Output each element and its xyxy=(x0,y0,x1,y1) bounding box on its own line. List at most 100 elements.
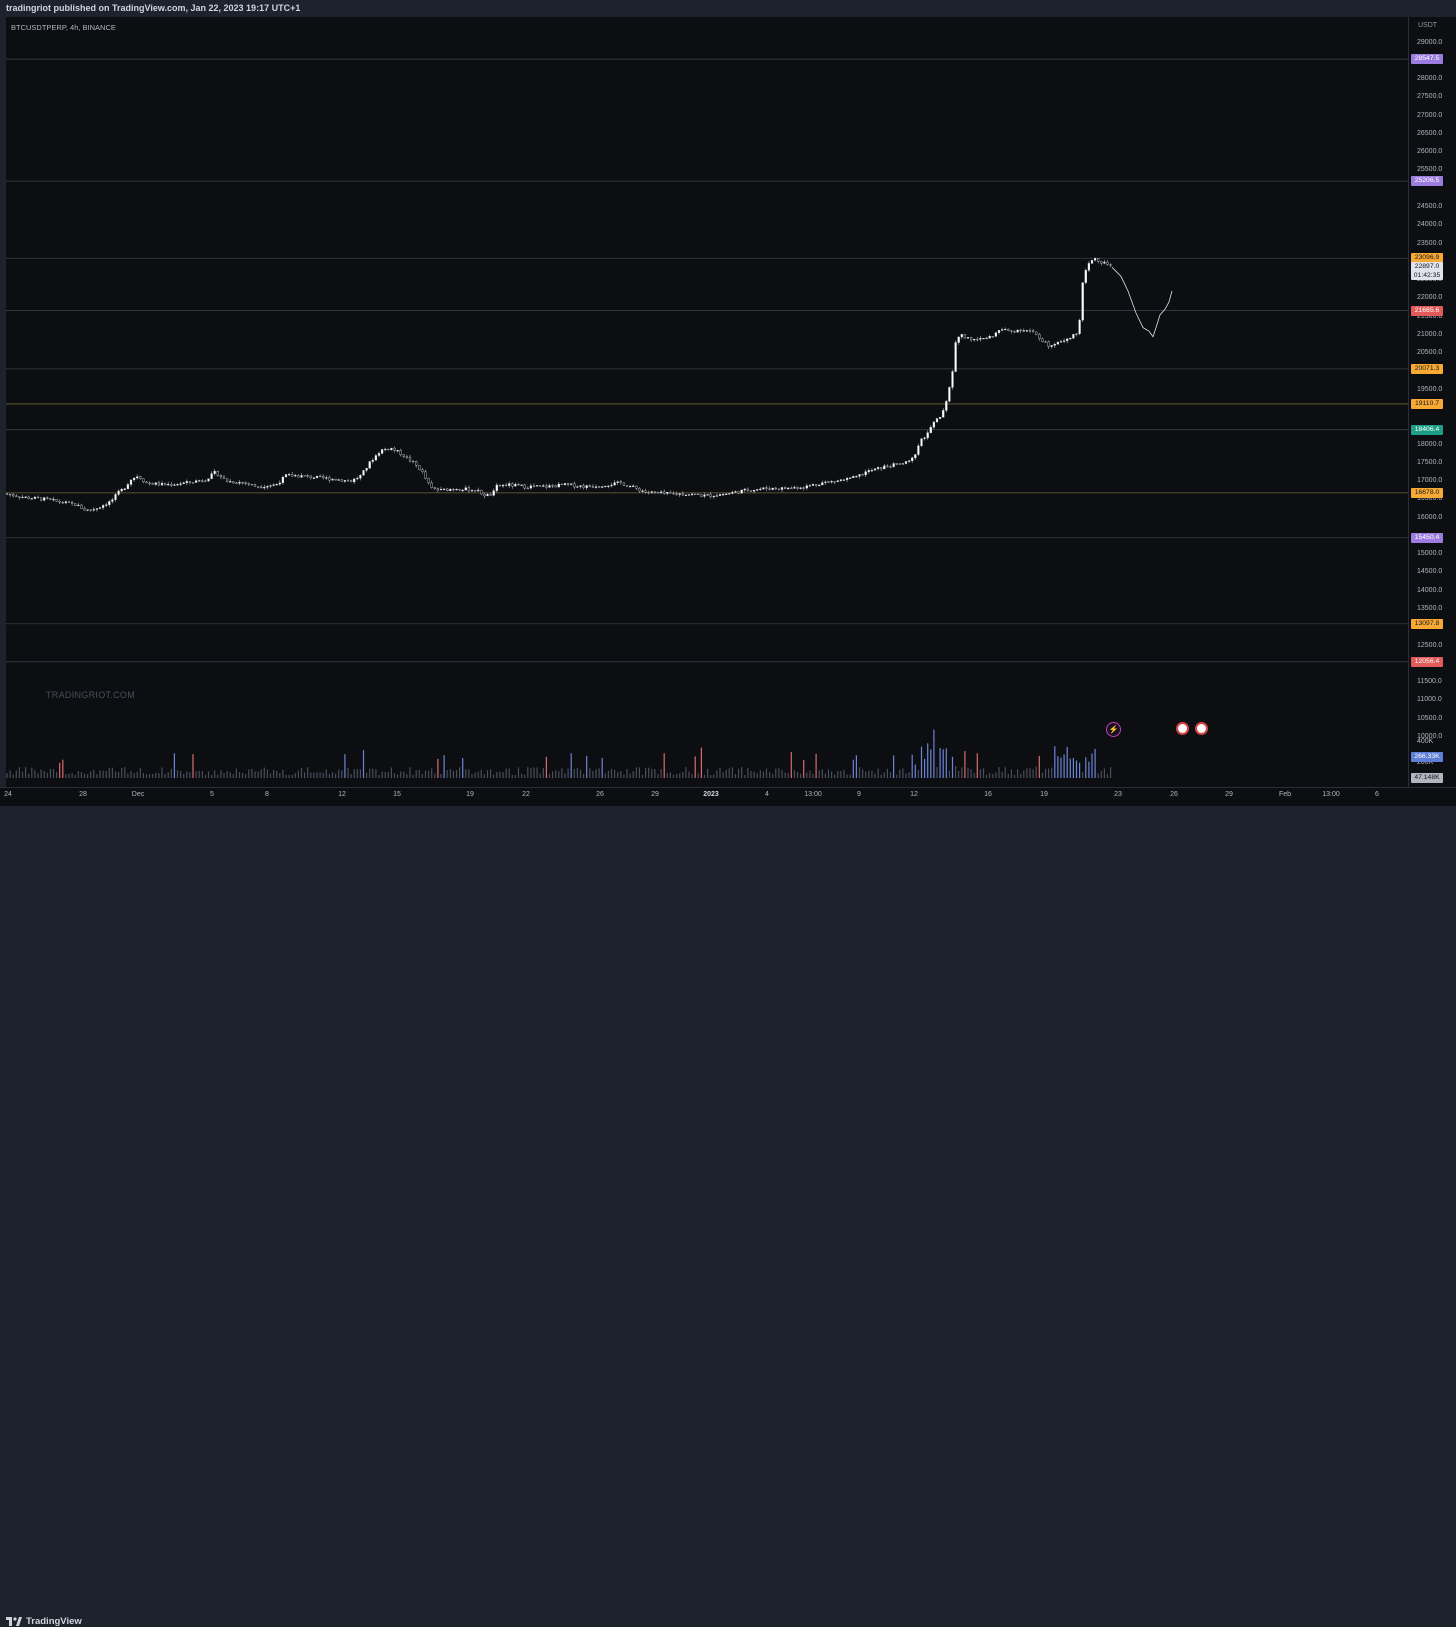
price-tick: 29000.0 xyxy=(1417,38,1443,46)
volume-bar xyxy=(1004,767,1006,778)
volume-bar xyxy=(573,768,575,778)
volume-bar xyxy=(1026,768,1028,778)
volume-bar xyxy=(307,767,309,778)
candle xyxy=(117,490,120,495)
lightning-icon[interactable]: ⚡ xyxy=(1106,722,1121,737)
candle xyxy=(126,484,129,490)
volume-bar xyxy=(356,768,358,778)
symbol-label[interactable]: BTCUSDTPERP, 4h, BINANCE xyxy=(11,23,116,32)
candle xyxy=(303,475,306,477)
candle xyxy=(632,485,635,487)
horizontal-levels xyxy=(6,58,1408,663)
candle xyxy=(1038,333,1041,339)
volume-bar xyxy=(1032,769,1034,778)
candle xyxy=(232,481,235,484)
volume-bar xyxy=(496,771,498,778)
volume-bar xyxy=(186,771,188,778)
candle xyxy=(300,475,303,478)
tradingview-logo[interactable]: TradingView xyxy=(6,1616,82,1627)
candle xyxy=(256,486,260,488)
candle xyxy=(160,482,164,486)
volume-bar xyxy=(59,762,61,778)
chart-pane[interactable] xyxy=(6,17,1408,787)
price-tick: 28000.0 xyxy=(1417,75,1443,83)
candle xyxy=(213,471,216,474)
price-tick: 14500.0 xyxy=(1417,568,1443,576)
candle xyxy=(796,487,799,489)
candle xyxy=(443,488,446,490)
candle xyxy=(198,480,201,482)
candle xyxy=(545,485,548,488)
volume-bar xyxy=(967,767,969,778)
volume-bar xyxy=(331,772,334,778)
candle xyxy=(644,490,647,493)
candle xyxy=(827,481,830,483)
volume-bar xyxy=(21,771,24,778)
candle xyxy=(585,485,588,488)
candle xyxy=(780,487,784,490)
volume-bar xyxy=(632,771,634,778)
volume-bar xyxy=(93,769,95,778)
candle xyxy=(1035,331,1038,335)
volume-bar xyxy=(567,768,569,778)
candle xyxy=(982,338,985,340)
volume-bar xyxy=(837,771,839,778)
candle xyxy=(129,479,133,485)
price-tick: 21000.0 xyxy=(1417,330,1443,338)
candle xyxy=(421,469,424,472)
time-scale[interactable] xyxy=(0,787,1456,807)
candle xyxy=(498,484,501,487)
candle xyxy=(768,488,771,490)
us-flag-icon[interactable] xyxy=(1176,722,1189,735)
volume-bar xyxy=(815,753,817,778)
time-tick: 15 xyxy=(393,791,401,798)
volume-bar xyxy=(939,747,941,778)
price-tick: 24000.0 xyxy=(1417,221,1443,229)
volume-bar xyxy=(1044,768,1047,778)
volume-bar xyxy=(521,773,523,778)
tradingview-logo-icon xyxy=(6,1616,22,1626)
candle xyxy=(892,463,895,468)
candle xyxy=(80,504,83,509)
candle xyxy=(756,489,759,491)
candle xyxy=(709,494,712,497)
level-badge: 21665.6 xyxy=(1411,305,1443,316)
volume-bar xyxy=(651,769,653,778)
candle xyxy=(368,461,371,469)
candle xyxy=(449,488,452,492)
volume-bar xyxy=(313,772,315,778)
volume-bar xyxy=(685,767,687,778)
candle xyxy=(560,483,563,486)
volume-bar xyxy=(130,770,132,778)
volume-bar xyxy=(728,768,730,778)
candle xyxy=(889,466,892,468)
volume-bar xyxy=(942,749,944,778)
volume-bar xyxy=(40,769,42,778)
candle xyxy=(1044,341,1047,343)
candle xyxy=(842,479,846,481)
volume-bar xyxy=(12,774,14,778)
volume-bar xyxy=(648,767,650,778)
volume-bar xyxy=(344,754,346,778)
volume-bar xyxy=(908,772,910,778)
candle xyxy=(1022,330,1025,332)
candle xyxy=(70,502,74,504)
candle xyxy=(963,334,966,339)
volume-bar xyxy=(1072,757,1074,778)
volume-avg-badge: 47.148K xyxy=(1411,773,1443,783)
candle xyxy=(111,499,114,502)
volume-bar xyxy=(778,767,780,778)
volume-bar xyxy=(806,772,808,778)
candle xyxy=(46,497,49,499)
volume-bar xyxy=(800,773,802,778)
candle xyxy=(278,482,281,485)
volume-bar xyxy=(824,773,826,778)
candle xyxy=(607,485,610,487)
candle xyxy=(861,474,864,476)
us-flag-icon[interactable] xyxy=(1195,722,1208,735)
price-chart[interactable] xyxy=(6,17,1408,787)
candle xyxy=(994,332,997,337)
volume-bar xyxy=(465,769,467,778)
volume-bar xyxy=(756,773,758,778)
candle xyxy=(880,467,883,470)
